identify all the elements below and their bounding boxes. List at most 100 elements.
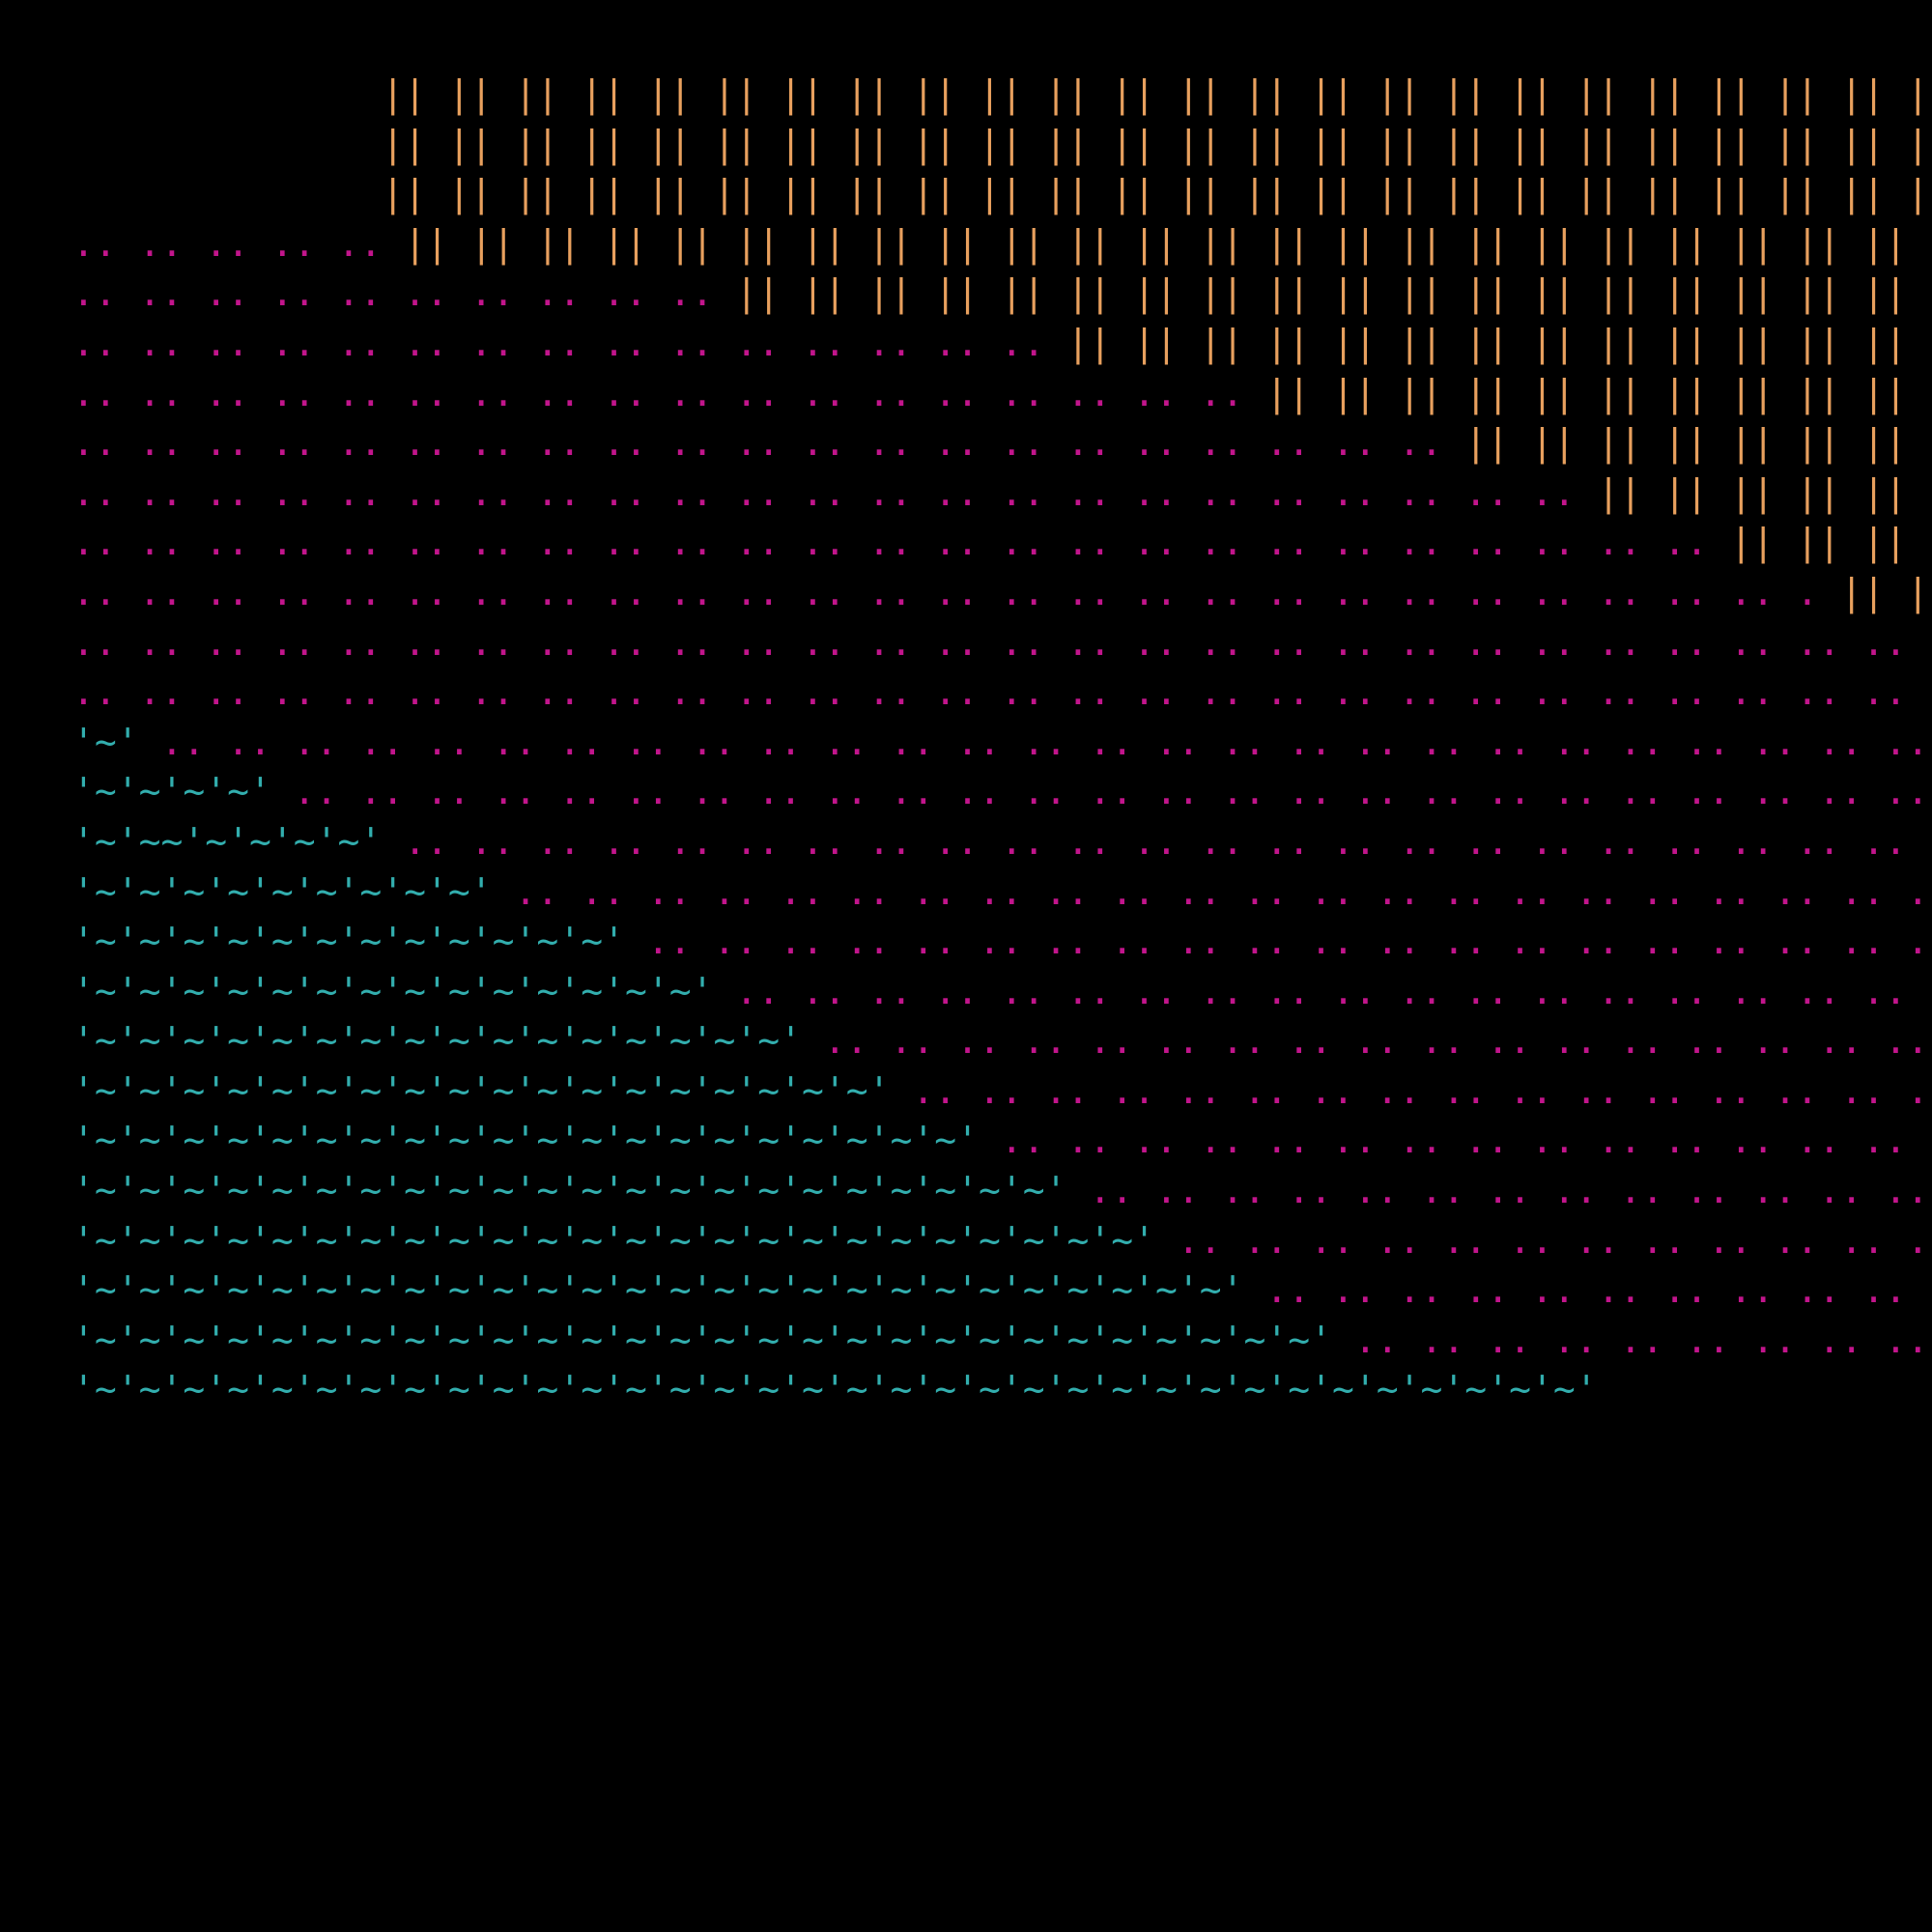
art-segment-wave: '~'~'~'~'~'~'~'~'~'~'~'~'~'~'~'~'~'~'~'~… <box>72 1119 979 1162</box>
art-segment-dots: .. .. .. .. .. .. .. .. .. .. .. .. .. .… <box>293 770 1929 813</box>
art-segment-space <box>1907 621 1929 664</box>
art-segment-space <box>1155 1219 1178 1262</box>
art-segment-space <box>1332 1319 1354 1361</box>
art-segment-bars: || || || || || || || || || || || || || |… <box>382 172 1932 215</box>
art-segment-wave: '~'~~'~'~'~'~' <box>72 819 383 863</box>
art-segment-bars: || || || || || || || || || || || || || |… <box>1597 470 1932 514</box>
art-row: '~'~'~'~'~'~'~'~'~'~'~'~'~'~'~'~'~'~'~'~… <box>72 1265 1932 1316</box>
art-row: '~'~'~'~'~'~'~'~'~'~'~'~'~'~'~'~'~'~' ..… <box>72 1066 1932 1117</box>
art-segment-dots: .. .. .. .. .. .. .. .. .. .. .. .. .. .… <box>72 321 1045 364</box>
art-row: || || || || || || || || || || || || || |… <box>72 120 1932 170</box>
art-segment-space <box>1442 421 1464 464</box>
ascii-art-block: || || || || || || || || || || || || || |… <box>72 70 1932 1415</box>
art-row: '~'~'~'~'~'~'~'~'~'~'~'~'~'~'~'~' .. .. … <box>72 1016 1932 1066</box>
art-segment-space <box>72 72 382 115</box>
art-row: .. .. .. .. .. .. .. .. .. .. .. .. .. .… <box>72 418 1932 469</box>
art-row: .. .. .. .. .. .. .. .. .. .. || || || |… <box>72 269 1932 319</box>
art-segment-wave: '~'~'~'~'~'~'~'~'~'~'~'~'~'~'~'~'~'~'~'~… <box>72 1368 1598 1411</box>
art-segment-dots: .. .. .. .. .. .. .. .. .. .. .. .. .. .… <box>72 670 1932 714</box>
art-segment-space <box>979 1119 1001 1161</box>
art-segment-dots: .. .. .. .. .. .. .. .. .. .. .. .. .. .… <box>404 819 1932 863</box>
art-row: .. .. .. .. .. .. .. .. .. .. .. .. .. .… <box>72 319 1932 369</box>
art-segment-wave: '~'~'~'~'~'~'~'~'~'~'~'~'~'~' <box>72 969 714 1012</box>
art-segment-space <box>72 123 382 165</box>
art-segment-space <box>139 721 161 763</box>
art-segment-dots: .. .. .. .. .. .. .. .. .. .. .. .. .. .… <box>735 969 1932 1012</box>
art-row: || || || || || || || || || || || || || |… <box>72 169 1932 219</box>
art-segment-bars: || || || || || || || || || || || || || |… <box>1066 321 1932 364</box>
art-segment-bars: || || || || || || || || || || || || || |… <box>1464 421 1932 465</box>
art-segment-wave: '~'~'~'~'~'~'~'~'~'~'~'~'~'~'~'~'~'~'~'~… <box>72 1169 1067 1212</box>
art-segment-space <box>802 1019 824 1062</box>
art-segment-space <box>271 770 294 812</box>
art-segment-dots: .. .. .. .. .. .. .. .. .. .. .. .. .. .… <box>160 720 1932 763</box>
art-segment-wave: '~' <box>72 720 139 763</box>
art-segment-space <box>713 271 735 314</box>
art-row: '~'~'~'~'~'~'~'~'~'~'~'~'~'~'~'~'~'~'~'~… <box>72 1316 1932 1366</box>
art-segment-dots: .. .. .. .. .. .. .. .. .. .. .. .. .. .… <box>72 371 1244 414</box>
art-segment-space <box>1818 571 1840 613</box>
art-segment-bars: || || || || || || || || || || || || <box>1729 521 1932 564</box>
art-segment-dots: .. .. .. .. .. .. .. .. .. .. .. .. .. .… <box>1000 1119 1932 1162</box>
art-segment-dots: .. .. .. .. .. .. .. .. .. .. .. .. .. .… <box>72 620 1907 664</box>
art-segment-space <box>72 172 382 214</box>
art-segment-dots: .. .. .. .. .. .. .. .. .. .. .. .. .. .… <box>912 1068 1932 1112</box>
art-row: '~'~'~'~'~'~'~'~'~'~'~'~' .. .. .. .. ..… <box>72 917 1932 967</box>
art-row: .. .. .. .. .. .. .. .. .. .. .. .. .. .… <box>72 568 1932 618</box>
art-segment-wave: '~'~'~'~'~'~'~'~'~'~'~'~'~'~'~'~' <box>72 1019 802 1063</box>
art-segment-space <box>713 970 735 1012</box>
art-segment-dots: .. .. .. .. .. .. .. .. .. .. .. .. .. .… <box>646 920 1932 963</box>
art-segment-bars: || || || || || || || || || || || || || |… <box>1265 371 1932 414</box>
art-segment-dots: .. .. .. .. .. .. .. .. .. .. .. .. .. .… <box>1353 1318 1929 1361</box>
art-segment-dots: .. .. .. .. .. .. .. .. .. .. .. .. .. .… <box>72 521 1708 564</box>
art-segment-space <box>1067 1169 1090 1211</box>
art-segment-wave: '~'~'~'~' <box>72 770 271 813</box>
art-row: '~'~'~'~'~'~'~'~'~'~'~'~'~'~'~'~'~'~'~'~… <box>72 1116 1932 1166</box>
art-row: '~' .. .. .. .. .. .. .. .. .. .. .. .. … <box>72 718 1932 768</box>
art-segment-dots: .. .. .. .. .. .. .. .. .. .. .. .. .. .… <box>72 570 1819 613</box>
art-segment-space <box>493 870 515 913</box>
art-row: '~'~'~'~'~'~'~'~'~'~'~'~'~'~'~'~'~'~'~'~… <box>72 1216 1932 1266</box>
art-row: '~'~'~'~'~'~'~'~'~' .. .. .. .. .. .. ..… <box>72 867 1932 918</box>
art-segment-space <box>625 920 647 962</box>
art-segment-space <box>1576 471 1598 514</box>
art-segment-space <box>382 222 404 265</box>
art-segment-wave: '~'~'~'~'~'~'~'~'~'~'~'~' <box>72 920 625 963</box>
art-row: .. .. .. .. .. || || || || || || || || |… <box>72 219 1932 270</box>
art-segment-bars: || || || || || || || || || || || || || |… <box>382 72 1932 115</box>
art-segment-dots: .. .. .. .. .. .. .. .. .. .. .. .. .. .… <box>1265 1268 1932 1312</box>
art-segment-bars: || || || || || || || || || || || || || |… <box>404 221 1932 265</box>
art-segment-dots: .. .. .. .. .. .. .. .. .. .. .. .. .. .… <box>823 1019 1929 1063</box>
art-row: .. .. .. .. .. .. .. .. .. .. .. .. .. .… <box>72 369 1932 419</box>
art-row: '~'~~'~'~'~'~' .. .. .. .. .. .. .. .. .… <box>72 817 1932 867</box>
art-segment-dots: .. .. .. .. .. .. .. .. .. .. .. .. .. .… <box>1089 1169 1929 1212</box>
art-row: '~'~'~'~' .. .. .. .. .. .. .. .. .. .. … <box>72 767 1932 817</box>
art-segment-space <box>890 1069 912 1112</box>
art-segment-bars: || || || || || || || || || || <box>1840 570 1932 613</box>
art-row: '~'~'~'~'~'~'~'~'~'~'~'~'~'~'~'~'~'~'~'~… <box>72 1166 1932 1216</box>
art-row: '~'~'~'~'~'~'~'~'~'~'~'~'~'~'~'~'~'~'~'~… <box>72 1365 1932 1415</box>
art-segment-bars: || || || || || || || || <box>1929 621 1932 664</box>
art-segment-wave: '~'~'~'~'~'~'~'~'~'~'~'~'~'~'~'~'~'~'~'~… <box>72 1218 1156 1262</box>
art-segment-bars: || || || || || || || || || || || || || |… <box>735 271 1932 315</box>
art-segment-dots: .. .. .. .. .. <box>72 221 383 265</box>
art-segment-dots: .. .. .. .. .. .. .. .. .. .. <box>72 271 714 315</box>
art-row: || || || || || || || || || || || || || |… <box>72 70 1932 120</box>
art-row: .. .. .. .. .. .. .. .. .. .. .. .. .. .… <box>72 469 1932 519</box>
art-segment-bars: || || || || || || || || || || || || || |… <box>382 122 1932 165</box>
art-row: '~'~'~'~'~'~'~'~'~'~'~'~'~'~' .. .. .. .… <box>72 967 1932 1017</box>
art-segment-space <box>1244 1268 1266 1311</box>
art-row: .. .. .. .. .. .. .. .. .. .. .. .. .. .… <box>72 668 1932 718</box>
art-row: .. .. .. .. .. .. .. .. .. .. .. .. .. .… <box>72 618 1932 668</box>
art-segment-dots: .. .. .. .. .. .. .. .. .. .. .. .. .. .… <box>514 869 1932 913</box>
art-segment-dots: .. .. .. .. .. .. .. .. .. .. .. .. .. .… <box>1177 1218 1932 1262</box>
art-segment-dots: .. .. .. .. .. .. .. .. .. .. .. .. .. .… <box>72 470 1576 514</box>
art-segment-space <box>1244 372 1266 414</box>
art-row: .. .. .. .. .. .. .. .. .. .. .. .. .. .… <box>72 518 1932 568</box>
art-segment-wave: '~'~'~'~'~'~'~'~'~' <box>72 869 493 913</box>
art-segment-space <box>1045 322 1067 364</box>
art-segment-wave: '~'~'~'~'~'~'~'~'~'~'~'~'~'~'~'~'~'~' <box>72 1068 891 1112</box>
art-segment-wave: '~'~'~'~'~'~'~'~'~'~'~'~'~'~'~'~'~'~'~'~… <box>72 1318 1333 1361</box>
art-segment-wave: '~'~'~'~'~'~'~'~'~'~'~'~'~'~'~'~'~'~'~'~… <box>72 1268 1244 1312</box>
